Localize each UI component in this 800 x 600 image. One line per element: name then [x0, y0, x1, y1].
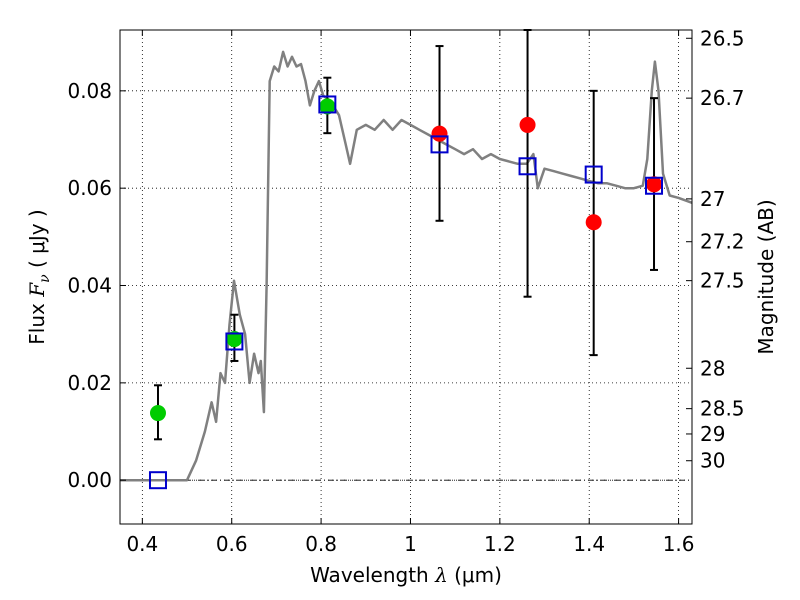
x-tick-label: 0.8 — [305, 532, 337, 556]
red-data-point — [431, 125, 448, 142]
x-tick-label: 1.6 — [663, 532, 695, 556]
model-flux-square — [225, 332, 244, 351]
y-axis-label: Flux Fν ( μJy ) — [25, 209, 53, 344]
right-tick-label: 30 — [700, 449, 725, 473]
model-flux-square — [318, 95, 337, 114]
green-data-point — [149, 405, 166, 422]
x-tick-label: 1 — [404, 532, 417, 556]
red-data-point — [585, 214, 602, 231]
model-spectrum — [120, 50, 693, 482]
model-flux-square — [148, 471, 167, 490]
axis-ticks: 0.4 0.6 0.8 1 1.2 1.4 1.6 0.00 0.02 0.04 0.06 0.08 2… — [67, 26, 744, 556]
right-tick-label: 29 — [700, 422, 725, 446]
y-tick-label: 0.02 — [67, 371, 112, 395]
x-axis-label: Wavelength λ (μm) — [310, 563, 502, 587]
y-tick-label: 0.04 — [67, 274, 112, 298]
grid-lines — [120, 30, 692, 524]
right-tick-label: 27.2 — [700, 230, 745, 254]
y-tick-label: 0.00 — [67, 468, 112, 492]
data-markers — [148, 95, 664, 490]
right-tick-label: 26.7 — [700, 86, 745, 110]
x-tick-label: 0.4 — [126, 532, 158, 556]
right-tick-label: 26.5 — [700, 26, 745, 50]
y-tick-label: 0.06 — [67, 176, 112, 200]
right-tick-label: 27 — [700, 187, 725, 211]
model-flux-square — [518, 157, 537, 176]
right-tick-label: 27.5 — [700, 269, 745, 293]
right-axis-label: Magnitude (AB) — [754, 199, 778, 354]
red-data-point — [519, 116, 536, 133]
model-flux-square — [645, 176, 664, 195]
x-tick-label: 1.4 — [573, 532, 605, 556]
model-spectrum-line — [120, 50, 693, 482]
x-tick-label: 0.6 — [216, 532, 248, 556]
x-tick-label: 1.2 — [484, 532, 516, 556]
green-data-point — [319, 98, 336, 115]
model-flux-square — [584, 165, 603, 184]
right-tick-label: 28 — [700, 356, 725, 380]
plot-frame — [119, 29, 693, 525]
model-flux-square — [430, 135, 449, 154]
green-data-point — [226, 331, 243, 348]
right-tick-label: 28.5 — [700, 397, 745, 421]
y-tick-label: 0.08 — [67, 79, 112, 103]
red-data-point — [646, 176, 663, 193]
error-bars — [153, 29, 659, 441]
